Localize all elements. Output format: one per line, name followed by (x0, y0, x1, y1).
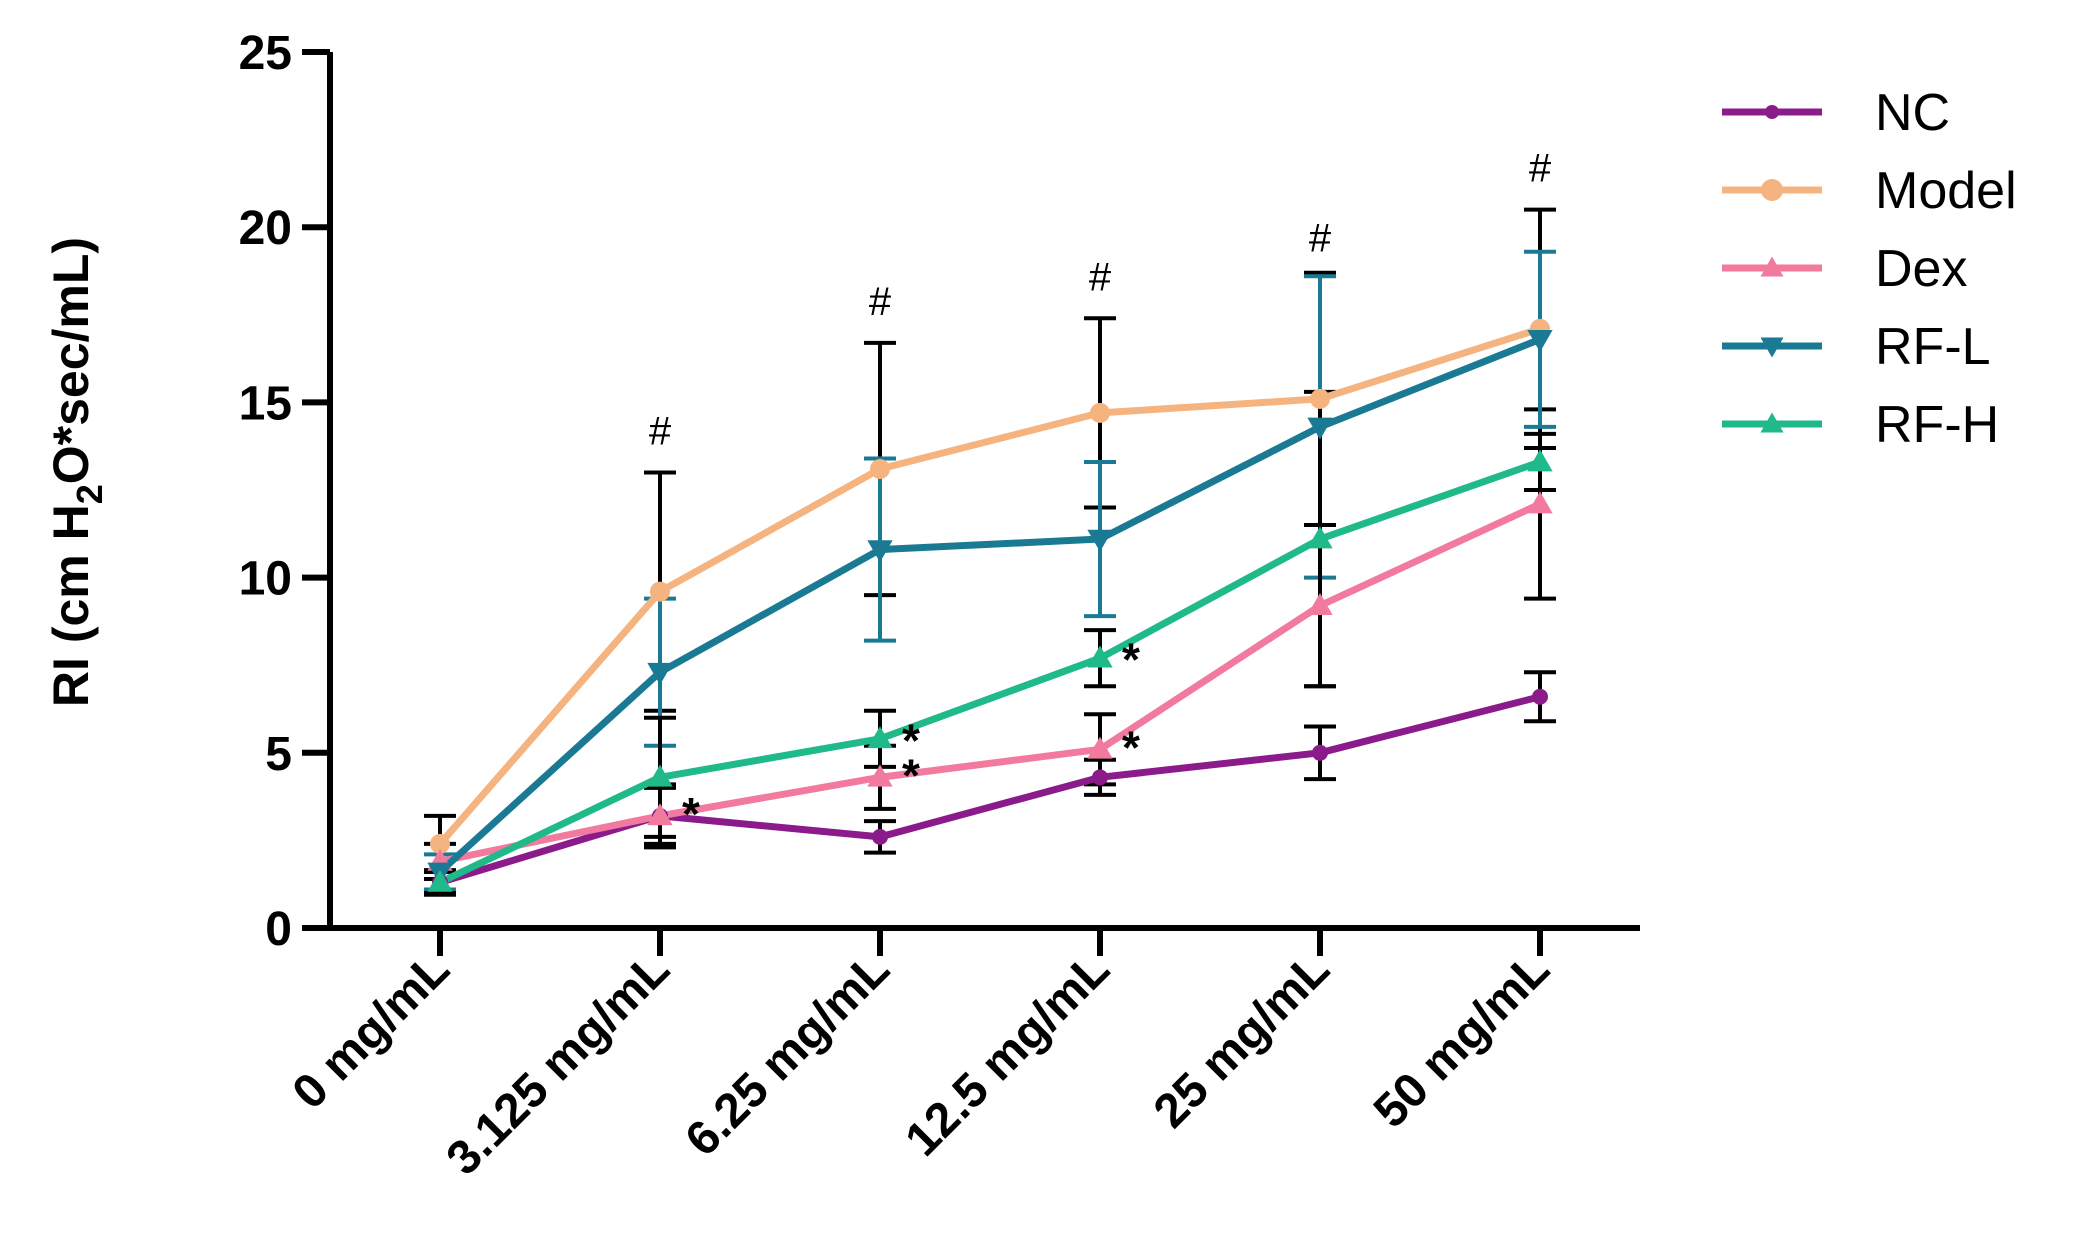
significance-star: * (682, 788, 700, 840)
x-tick-label: 6.25 mg/mL (676, 942, 900, 1166)
data-point-model (1310, 388, 1330, 409)
y-tick-label: 5 (265, 728, 292, 781)
data-point-dex (867, 764, 893, 787)
legend-item-dex: Dex (1722, 240, 1967, 298)
series-lines (437, 325, 1542, 886)
data-point-model (650, 581, 670, 602)
y-tick-label: 0 (265, 903, 292, 956)
data-point-model (1090, 402, 1110, 423)
data-point-rf-h (427, 869, 453, 892)
x-tick-label: 3.125 mg/mL (437, 942, 680, 1185)
data-point-rf-l (1087, 529, 1113, 552)
data-point-model (870, 458, 890, 479)
data-point-dex (1527, 491, 1553, 514)
y-tick-label: 15 (239, 377, 292, 430)
significance-hash: # (1529, 147, 1552, 191)
data-point-nc (1312, 744, 1328, 761)
data-point-rf-l (1307, 417, 1333, 440)
y-axis-label-prefix: RI (cm H (43, 504, 99, 707)
legend: NC Model Dex RF-L RF-H (1722, 84, 2017, 454)
legend-swatch-marker (1760, 337, 1784, 358)
y-tick-label: 20 (239, 202, 292, 255)
data-point-dex (1307, 592, 1333, 615)
x-tick-label: 25 mg/mL (1144, 942, 1340, 1138)
y-axis-label: RI (cm H2O*sec/mL) (43, 237, 110, 707)
y-tick-label: 10 (239, 553, 292, 606)
legend-label: Dex (1875, 240, 1967, 298)
axes: 0 5 10 15 20 25 0 mg/mL3.125 mg/mL6.25 mg/mL12… (239, 27, 1640, 1185)
data-point-nc (1532, 688, 1548, 705)
series-line-rf-l (437, 336, 1542, 875)
data-point-dex (647, 803, 673, 826)
error-bars (424, 207, 1556, 897)
series-markers (427, 318, 1553, 892)
y-tick-label: 25 (239, 27, 292, 80)
series-line-rf-h (438, 458, 1542, 886)
legend-item-model: Model (1722, 162, 2017, 220)
legend-label: RF-H (1875, 396, 1999, 454)
data-point-dex (1087, 736, 1113, 759)
y-axis-label-subscript: 2 (69, 484, 110, 504)
legend-swatch-marker (1761, 179, 1783, 201)
significance-star: * (902, 749, 920, 801)
data-point-nc (1092, 769, 1108, 786)
data-point-rf-h (1307, 526, 1333, 549)
significance-star: * (902, 714, 920, 766)
significance-hash: # (1309, 217, 1332, 261)
x-tick-label: 0 mg/mL (283, 942, 460, 1119)
svg-text:RI (cm H2O*sec/mL): RI (cm H2O*sec/mL) (43, 237, 110, 707)
data-point-rf-h (1087, 645, 1113, 668)
significance-star: * (1122, 634, 1140, 686)
data-point-rf-h (867, 726, 893, 749)
legend-label: NC (1875, 84, 1950, 142)
legend-item-rf-h: RF-H (1722, 396, 1999, 454)
data-point-nc (872, 828, 888, 845)
legend-label: RF-L (1875, 318, 1991, 376)
legend-item-nc: NC (1722, 84, 1950, 142)
series-line-dex (439, 500, 1542, 865)
legend-swatch-marker (1760, 412, 1784, 433)
significance-hash: # (1089, 255, 1112, 299)
data-point-model (430, 833, 450, 854)
legend-label: Model (1875, 162, 2017, 220)
data-point-rf-h (1527, 449, 1553, 472)
x-tick-label: 12.5 mg/mL (896, 942, 1120, 1166)
significance-hash: # (649, 409, 672, 453)
data-point-rf-l (1527, 329, 1553, 352)
legend-swatch-marker (1765, 105, 1779, 119)
significance-star: * (1122, 721, 1140, 773)
significance-hash: # (869, 280, 892, 324)
data-point-rf-l (647, 662, 673, 685)
data-point-rf-h (647, 764, 673, 787)
significance-annotations: #####***** (649, 147, 1552, 840)
x-tick-label: 50 mg/mL (1364, 942, 1560, 1138)
series-line-model (437, 325, 1542, 847)
legend-item-rf-l: RF-L (1722, 318, 1991, 376)
data-point-rf-l (867, 540, 893, 563)
y-axis-label-suffix: O*sec/mL) (43, 237, 99, 484)
legend-swatch-marker (1760, 256, 1784, 277)
